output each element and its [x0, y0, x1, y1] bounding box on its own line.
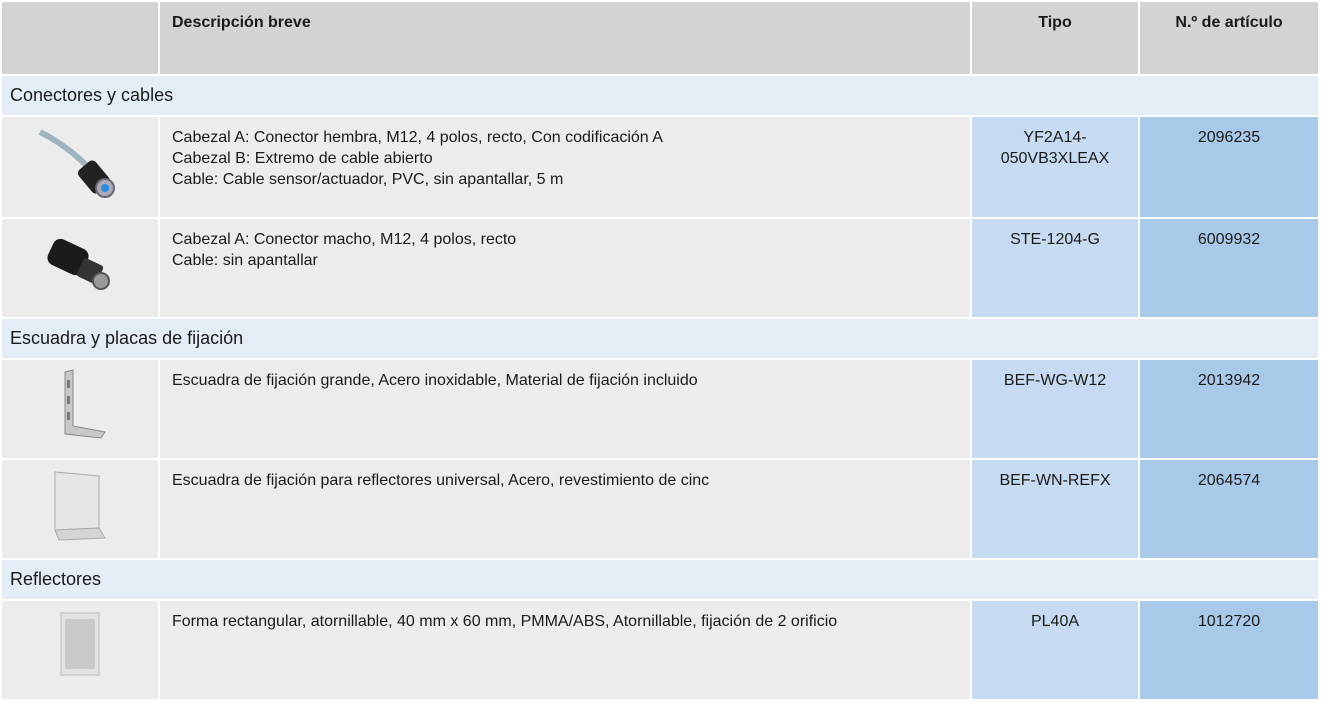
type: YF2A14-050VB3XLEAX: [970, 115, 1140, 219]
product-row: Escuadra de fijación grande, Acero inoxi…: [0, 358, 1320, 460]
article-number: 2013942: [1138, 358, 1320, 460]
header-row: Descripción breve Tipo N.º de artículo: [0, 0, 1320, 76]
header-cell: Tipo: [970, 0, 1140, 76]
product-image: [0, 599, 160, 701]
type: BEF-WG-W12: [970, 358, 1140, 460]
description: Escuadra de fijación grande, Acero inoxi…: [158, 358, 972, 460]
description-line: Cabezal A: Conector hembra, M12, 4 polos…: [172, 129, 663, 146]
product-row: Forma rectangular, atornillable, 40 mm x…: [0, 599, 1320, 701]
product-image: [0, 458, 160, 560]
description-line: Escuadra de fijación grande, Acero inoxi…: [172, 372, 698, 389]
group-title: Reflectores: [0, 558, 1320, 601]
group-row: Reflectores: [0, 558, 1320, 601]
header-cell: [0, 0, 160, 76]
description: Forma rectangular, atornillable, 40 mm x…: [158, 599, 972, 701]
description-line: Forma rectangular, atornillable, 40 mm x…: [172, 613, 838, 630]
product-image: [0, 115, 160, 219]
description-line: Cable: Cable sensor/actuador, PVC, sin a…: [172, 171, 564, 188]
type: STE-1204-G: [970, 217, 1140, 319]
accessories-table: Descripción breve Tipo N.º de artículo C…: [0, 0, 1320, 701]
header-cell: Descripción breve: [158, 0, 972, 76]
description-line: Cabezal A: Conector macho, M12, 4 polos,…: [172, 231, 517, 248]
header-cell: N.º de artículo: [1138, 0, 1320, 76]
description-line: Cable: sin apantallar: [172, 252, 318, 269]
product-row: Cabezal A: Conector hembra, M12, 4 polos…: [0, 115, 1320, 219]
description-line: Escuadra de fijación para reflectores un…: [172, 472, 710, 489]
product-row: Escuadra de fijación para reflectores un…: [0, 458, 1320, 560]
type: PL40A: [970, 599, 1140, 701]
product-image: [0, 217, 160, 319]
table-body: Conectores y cables Cabezal A: Conector h…: [0, 74, 1320, 701]
article-number: 1012720: [1138, 599, 1320, 701]
product-row: Cabezal A: Conector macho, M12, 4 polos,…: [0, 217, 1320, 319]
article-number: 6009932: [1138, 217, 1320, 319]
group-row: Conectores y cables: [0, 74, 1320, 117]
article-number: 2096235: [1138, 115, 1320, 219]
article-number: 2064574: [1138, 458, 1320, 560]
description: Cabezal A: Conector hembra, M12, 4 polos…: [158, 115, 972, 219]
type: BEF-WN-REFX: [970, 458, 1140, 560]
description: Cabezal A: Conector macho, M12, 4 polos,…: [158, 217, 972, 319]
description-line: Cabezal B: Extremo de cable abierto: [172, 150, 433, 167]
group-title: Escuadra y placas de fijación: [0, 317, 1320, 360]
group-title: Conectores y cables: [0, 74, 1320, 117]
group-row: Escuadra y placas de fijación: [0, 317, 1320, 360]
description: Escuadra de fijación para reflectores un…: [158, 458, 972, 560]
product-image: [0, 358, 160, 460]
